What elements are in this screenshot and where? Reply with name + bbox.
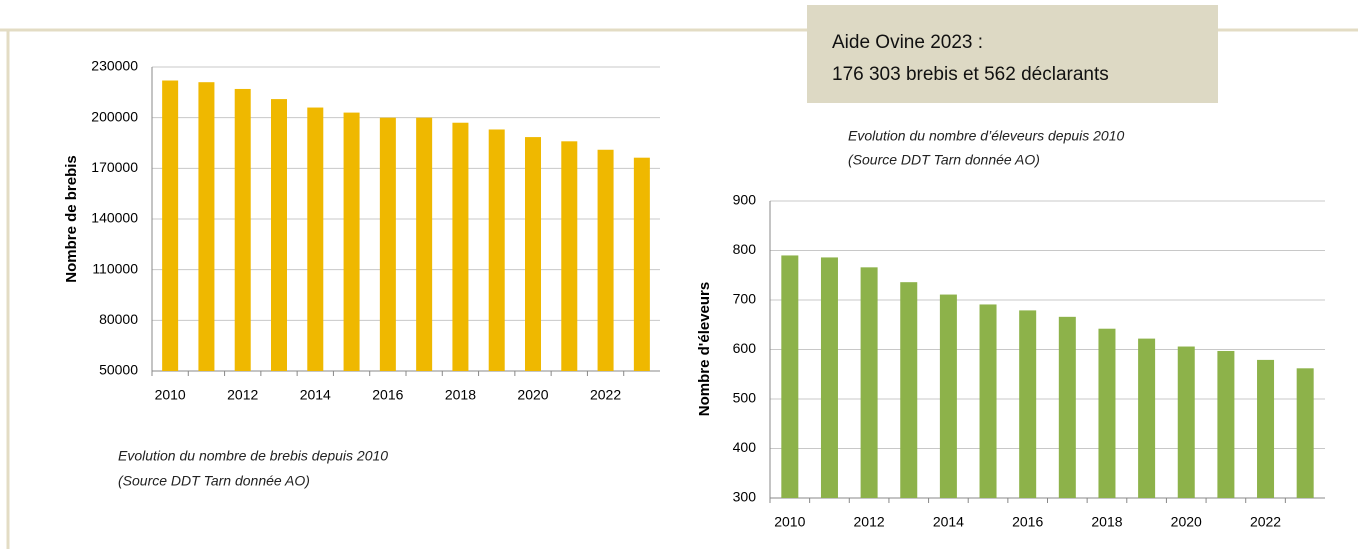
bar — [1098, 328, 1116, 498]
info-line: Aide Ovine 2023 : — [832, 32, 983, 53]
bar — [234, 88, 251, 371]
x-tick-label: 2012 — [854, 514, 885, 530]
x-tick-label: 2010 — [155, 387, 186, 403]
bar — [1217, 350, 1235, 498]
bar — [488, 129, 505, 371]
y-tick-label: 600 — [733, 340, 757, 356]
x-tick-label: 2020 — [1171, 514, 1202, 530]
bar — [939, 294, 957, 498]
y-tick-label: 50000 — [99, 362, 138, 378]
y-tick-label: 80000 — [99, 311, 138, 327]
bar — [525, 137, 541, 371]
caption: (Source DDT Tarn donnée AO) — [118, 473, 310, 489]
bar — [1019, 310, 1037, 498]
bar — [198, 82, 215, 371]
x-tick-label: 2016 — [1012, 514, 1043, 530]
bar — [900, 282, 918, 498]
bar — [1257, 359, 1275, 498]
caption: (Source DDT Tarn donnée AO) — [848, 152, 1040, 168]
y-tick-label: 170000 — [91, 159, 138, 175]
bar — [1177, 346, 1195, 498]
bar — [162, 80, 179, 371]
bar — [307, 107, 324, 372]
x-tick-label: 2018 — [1091, 514, 1122, 530]
bar — [1058, 316, 1076, 498]
x-tick-label: 2020 — [517, 387, 548, 403]
bar — [1296, 368, 1314, 498]
y-tick-label: 110000 — [92, 260, 138, 276]
bar — [1138, 338, 1156, 498]
x-tick-label: 2018 — [445, 387, 476, 403]
y-tick-label: 400 — [733, 439, 757, 455]
caption: Evolution du nombre de brebis depuis 201… — [118, 448, 388, 464]
y-axis-title: Nombre d'éleveurs — [696, 282, 713, 416]
x-tick-label: 2010 — [774, 514, 805, 530]
y-tick-label: 700 — [733, 291, 757, 307]
x-tick-label: 2014 — [300, 387, 331, 403]
y-tick-label: 300 — [733, 489, 757, 505]
x-tick-label: 2012 — [227, 387, 258, 403]
bar — [343, 112, 360, 371]
x-tick-label: 2016 — [372, 387, 403, 403]
y-axis-title: Nombre de brebis — [63, 155, 80, 283]
y-tick-label: 200000 — [91, 108, 138, 124]
y-tick-label: 800 — [733, 241, 757, 257]
y-tick-label: 900 — [733, 192, 757, 208]
bar — [597, 149, 614, 371]
bar — [979, 304, 997, 498]
info-box — [807, 5, 1218, 103]
bar — [633, 157, 650, 371]
bar — [271, 99, 287, 371]
bar — [416, 117, 433, 372]
x-tick-label: 2022 — [590, 387, 621, 403]
x-tick-label: 2022 — [1250, 514, 1281, 530]
bar — [452, 122, 469, 371]
bar — [860, 267, 878, 498]
info-line: 176 303 brebis et 562 déclarants — [832, 64, 1109, 85]
x-tick-label: 2014 — [933, 514, 964, 530]
bar — [561, 141, 578, 371]
y-tick-label: 140000 — [91, 210, 138, 226]
bar — [781, 255, 799, 498]
bar — [379, 117, 396, 372]
y-tick-label: 230000 — [91, 58, 138, 74]
bar — [820, 257, 838, 498]
y-tick-label: 500 — [733, 390, 757, 406]
caption: Evolution du nombre d’éleveurs depuis 20… — [848, 128, 1125, 144]
